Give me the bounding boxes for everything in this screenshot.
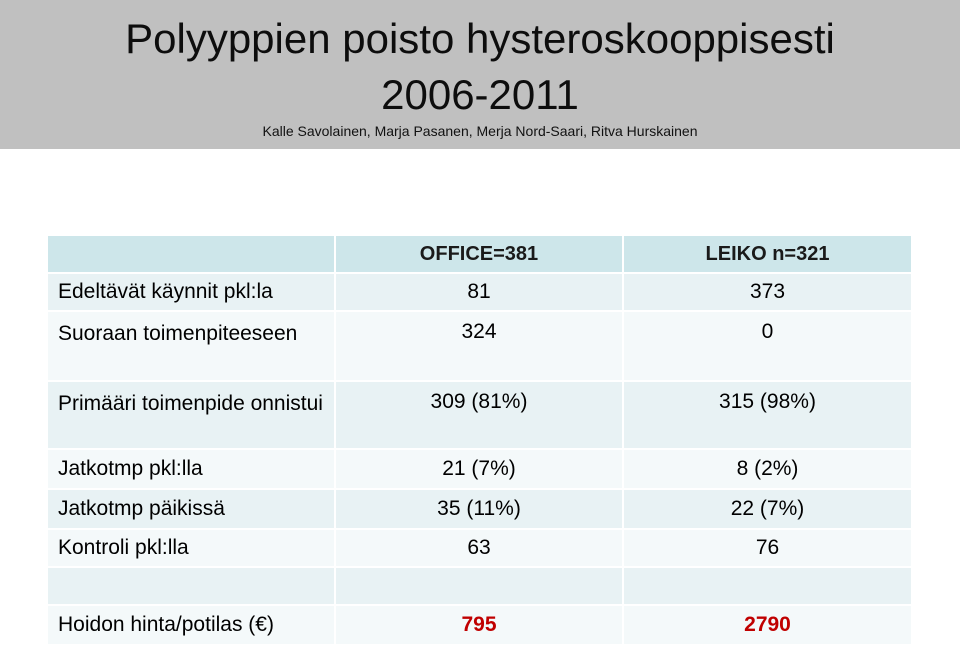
table-row: Edeltävät käynnit pkl:la 81 373: [48, 273, 913, 312]
title-banner: Polyyppien poisto hysteroskooppisesti 20…: [0, 0, 960, 149]
office-value: [335, 567, 624, 606]
row-label: Suoraan toimenpiteeseen: [48, 311, 336, 382]
table-row-spacer: [48, 567, 913, 606]
column-header-office: OFFICE=381: [335, 236, 624, 274]
table-row: Primääri toimenpide onnistui 309 (81%) 3…: [48, 381, 913, 450]
leiko-value: 22 (7%): [623, 489, 913, 530]
leiko-value: 8 (2%): [623, 449, 913, 490]
row-label: Edeltävät käynnit pkl:la: [48, 273, 336, 312]
office-value: 35 (11%): [335, 489, 624, 530]
office-value: 324: [335, 311, 624, 382]
leiko-value: [623, 567, 913, 606]
leiko-value: 315 (98%): [623, 381, 913, 450]
leiko-price-value: 2790: [623, 605, 913, 646]
column-header-empty: [48, 236, 336, 274]
table-header-row: OFFICE=381 LEIKO n=321: [48, 236, 913, 274]
table-row: Jatkotmp pkl:lla 21 (7%) 8 (2%): [48, 449, 913, 490]
page-title: Polyyppien poisto hysteroskooppisesti: [125, 15, 835, 62]
office-value: 81: [335, 273, 624, 312]
row-label: Jatkotmp pkl:lla: [48, 449, 336, 490]
table-row-price: Hoidon hinta/potilas (€) 795 2790: [48, 605, 913, 646]
row-label: Kontroli pkl:lla: [48, 529, 336, 568]
row-label: Primääri toimenpide onnistui: [48, 381, 336, 450]
leiko-value: 373: [623, 273, 913, 312]
results-table: OFFICE=381 LEIKO n=321 Edeltävät käynnit…: [48, 236, 913, 646]
authors-line: Kalle Savolainen, Marja Pasanen, Merja N…: [262, 123, 698, 139]
row-label: [48, 567, 336, 606]
leiko-value: 0: [623, 311, 913, 382]
table-row: Jatkotmp päikissä 35 (11%) 22 (7%): [48, 489, 913, 530]
row-label: Jatkotmp päikissä: [48, 489, 336, 530]
office-value: 309 (81%): [335, 381, 624, 450]
office-value: 21 (7%): [335, 449, 624, 490]
table-row: Kontroli pkl:lla 63 76: [48, 529, 913, 568]
office-value: 63: [335, 529, 624, 568]
leiko-value: 76: [623, 529, 913, 568]
column-header-leiko: LEIKO n=321: [623, 236, 913, 274]
page-title-years: 2006-2011: [381, 71, 579, 118]
table-row: Suoraan toimenpiteeseen 324 0: [48, 311, 913, 382]
row-label: Hoidon hinta/potilas (€): [48, 605, 336, 646]
office-price-value: 795: [335, 605, 624, 646]
